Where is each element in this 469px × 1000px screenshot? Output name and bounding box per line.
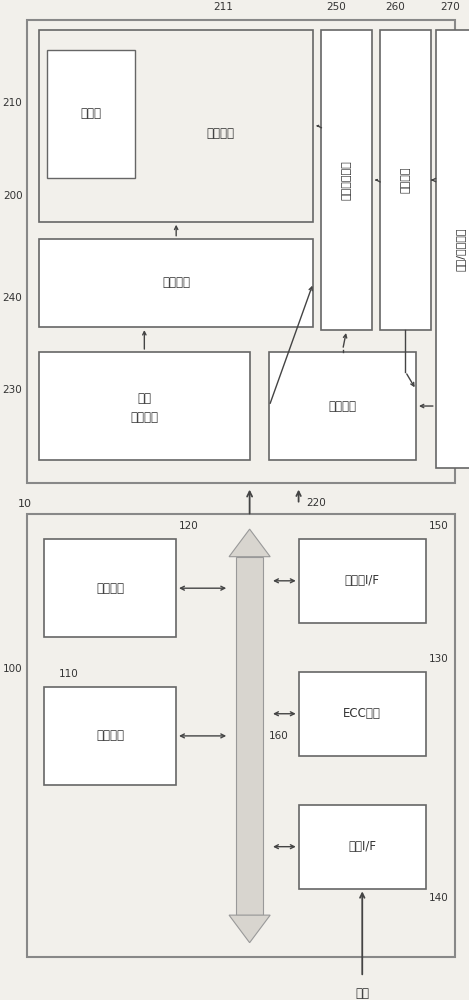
Text: 主机I/F: 主机I/F <box>348 840 376 853</box>
Text: 主机: 主机 <box>355 987 369 1000</box>
Text: 240: 240 <box>3 293 23 303</box>
Bar <box>269 352 416 460</box>
Bar <box>44 539 176 637</box>
Text: 260: 260 <box>385 2 405 12</box>
Text: 100: 100 <box>3 664 23 674</box>
Bar <box>47 50 135 178</box>
Text: 单元阵列: 单元阵列 <box>206 127 234 140</box>
Text: 10: 10 <box>17 499 31 509</box>
Bar <box>39 30 313 222</box>
Text: 电压: 电压 <box>137 392 151 405</box>
Text: 220: 220 <box>306 498 326 508</box>
Text: 130: 130 <box>429 654 448 664</box>
Bar <box>436 30 469 468</box>
Text: 250: 250 <box>326 2 346 12</box>
Text: 输入/输出电路: 输入/输出电路 <box>455 227 465 271</box>
Text: 210: 210 <box>3 98 23 108</box>
Text: ECC单元: ECC单元 <box>343 707 381 720</box>
Text: 存储器I/F: 存储器I/F <box>345 574 380 587</box>
Bar <box>27 20 455 483</box>
Text: 生成电路: 生成电路 <box>130 411 159 424</box>
Bar <box>39 239 313 327</box>
Bar <box>299 539 426 623</box>
Text: 列解码器: 列解码器 <box>401 167 410 193</box>
Bar <box>236 557 263 915</box>
Text: 存储块: 存储块 <box>81 107 101 120</box>
Text: 页面级缓冲器: 页面级缓冲器 <box>341 160 352 200</box>
Bar <box>380 30 431 330</box>
Bar <box>39 352 250 460</box>
Bar <box>321 30 372 330</box>
Text: 110: 110 <box>59 669 78 679</box>
Text: 211: 211 <box>213 2 233 12</box>
Bar <box>299 672 426 756</box>
Text: 120: 120 <box>179 521 199 531</box>
Bar <box>27 514 455 957</box>
Text: 控制电路: 控制电路 <box>329 400 356 413</box>
Text: 270: 270 <box>440 2 461 12</box>
Text: 230: 230 <box>3 385 23 395</box>
Text: 储存单元: 储存单元 <box>96 729 124 742</box>
Text: 160: 160 <box>269 731 289 741</box>
Bar <box>299 805 426 889</box>
Bar <box>44 687 176 785</box>
Text: 行解码器: 行解码器 <box>162 276 190 289</box>
Polygon shape <box>229 915 270 943</box>
Text: 150: 150 <box>429 521 448 531</box>
Text: 控制单元: 控制单元 <box>96 582 124 595</box>
Text: 140: 140 <box>429 893 448 903</box>
Text: 200: 200 <box>3 191 23 201</box>
Polygon shape <box>229 529 270 557</box>
